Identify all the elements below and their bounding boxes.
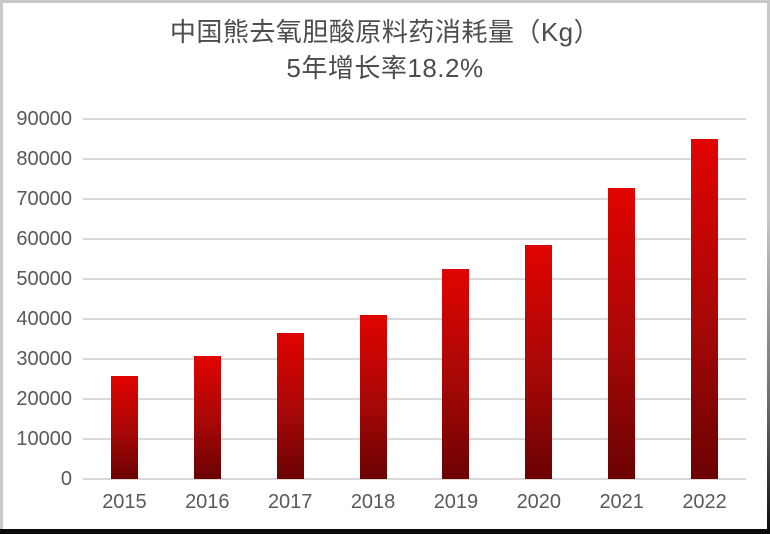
gridline — [83, 358, 746, 360]
chart-title: 中国熊去氧胆酸原料药消耗量（Kg） 5年增长率18.2% — [0, 14, 770, 86]
y-tick-label: 30000 — [16, 348, 72, 370]
x-tick-label: 2021 — [599, 491, 644, 513]
y-tick-label: 80000 — [16, 148, 72, 170]
bar-2020 — [525, 245, 553, 479]
gridline — [83, 438, 746, 440]
bar-2021 — [608, 187, 636, 479]
y-tick-label: 0 — [60, 468, 72, 490]
bar-2022 — [691, 139, 719, 479]
x-tick-label: 2015 — [102, 491, 147, 513]
y-tick-label: 50000 — [16, 268, 72, 290]
chart-title-line2: 5年增长率18.2% — [286, 53, 484, 83]
window-border-left — [0, 0, 3, 534]
y-tick-label: 90000 — [16, 108, 72, 130]
y-tick-label: 70000 — [16, 188, 72, 210]
gridline — [83, 318, 746, 320]
window-border-top — [0, 0, 770, 3]
gridline — [83, 158, 746, 160]
y-tick-label: 10000 — [16, 428, 72, 450]
bar-2015 — [110, 375, 138, 479]
bar-2018 — [359, 314, 387, 479]
plot-area — [83, 118, 746, 480]
bar-2019 — [442, 268, 470, 479]
gridline — [83, 118, 746, 120]
x-tick-label: 2022 — [682, 491, 727, 513]
gridline — [83, 278, 746, 280]
bar-2017 — [276, 332, 304, 479]
gridline — [83, 398, 746, 400]
y-tick-label: 40000 — [16, 308, 72, 330]
gridline — [83, 238, 746, 240]
bar-2016 — [193, 356, 221, 479]
x-axis-line — [83, 478, 746, 480]
x-tick-label: 2020 — [516, 491, 562, 513]
gridline — [83, 198, 746, 200]
y-tick-label: 60000 — [16, 228, 72, 250]
x-tick-label: 2017 — [267, 491, 313, 513]
x-tick-label: 2016 — [185, 491, 230, 513]
chart-title-line1: 中国熊去氧胆酸原料药消耗量（Kg） — [169, 17, 601, 47]
window-border-bottom — [0, 529, 770, 534]
window-border-right — [767, 0, 770, 534]
x-tick-label: 2018 — [350, 491, 396, 513]
x-tick-label: 2019 — [433, 491, 479, 513]
y-tick-label: 20000 — [16, 388, 72, 410]
